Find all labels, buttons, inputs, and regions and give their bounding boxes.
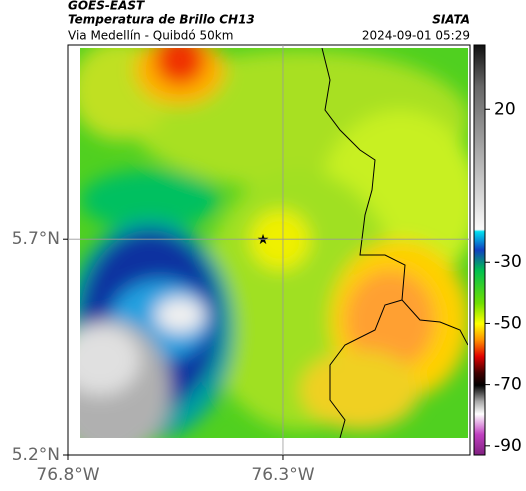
colorbar-tick-label: -70 xyxy=(494,375,522,395)
organization: SIATA xyxy=(432,13,470,27)
y-tick-label: 5.7°N xyxy=(12,229,60,249)
colorbar-tick-label: -30 xyxy=(494,252,522,272)
colorbar xyxy=(473,44,486,456)
subtitle: Via Medellín - Quibdó 50km xyxy=(68,29,233,43)
colorbar-tick-label: -50 xyxy=(494,313,522,333)
y-tick-label: 5.2°N xyxy=(12,445,60,465)
temperature-field xyxy=(80,48,468,438)
x-tick-label: 76.8°W xyxy=(36,465,99,485)
station-marker: ★ xyxy=(257,232,270,248)
colorbar-tick-label: 20 xyxy=(494,99,516,119)
map-frame xyxy=(67,44,471,456)
timestamp: 2024-09-01 05:29 xyxy=(362,29,470,43)
satellite: GOES-EAST xyxy=(68,0,145,13)
colorbar-tick-label: -90 xyxy=(494,436,522,456)
x-tick-label: 76.3°W xyxy=(251,465,314,485)
product: Temperatura de Brillo CH13 xyxy=(68,13,255,27)
